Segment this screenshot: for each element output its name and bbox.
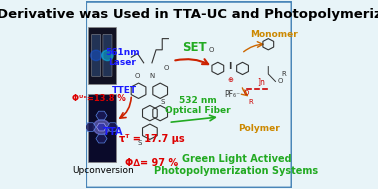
Text: O: O (135, 73, 140, 79)
Text: Φ∆= 97 %: Φ∆= 97 % (125, 158, 178, 168)
Text: N: N (149, 73, 155, 79)
Text: ⊕: ⊕ (227, 77, 233, 83)
Text: τᵀ = 17.7 μs: τᵀ = 17.7 μs (119, 134, 184, 144)
Text: O: O (209, 47, 214, 53)
Text: S: S (137, 140, 142, 146)
Text: S: S (160, 99, 164, 105)
Text: 561nm
Laser: 561nm Laser (105, 48, 139, 67)
Text: O: O (277, 78, 283, 84)
FancyBboxPatch shape (88, 27, 116, 84)
Circle shape (90, 50, 102, 61)
Text: TTET: TTET (112, 86, 137, 95)
Text: TTA: TTA (102, 127, 123, 137)
Circle shape (93, 120, 110, 135)
FancyBboxPatch shape (91, 34, 101, 76)
Text: PF₆⁻: PF₆⁻ (224, 90, 240, 99)
Text: Polymer: Polymer (238, 124, 280, 132)
Text: Green Light Actived
Photopolymerization Systems: Green Light Actived Photopolymerization … (154, 154, 318, 176)
Text: SET: SET (182, 41, 206, 54)
Text: O: O (244, 90, 249, 96)
FancyBboxPatch shape (103, 34, 112, 76)
Text: Monomer: Monomer (251, 30, 298, 40)
Text: R: R (282, 71, 287, 77)
Text: ]n: ]n (257, 77, 265, 86)
Text: BTXI Derivative was Used in TTA-UC and Photopolymerization: BTXI Derivative was Used in TTA-UC and P… (0, 8, 378, 21)
Text: I: I (228, 62, 232, 71)
Polygon shape (85, 123, 96, 131)
Polygon shape (107, 123, 118, 131)
Polygon shape (96, 123, 107, 131)
Polygon shape (96, 134, 107, 143)
Text: Upconversion: Upconversion (72, 166, 134, 175)
FancyBboxPatch shape (88, 94, 116, 162)
Polygon shape (96, 111, 107, 120)
Text: Φᵁᶜ=13.8 %: Φᵁᶜ=13.8 % (71, 94, 125, 103)
Text: O: O (164, 65, 169, 71)
Text: R: R (248, 99, 253, 105)
Circle shape (102, 50, 113, 61)
Text: 532 nm
Optical Fiber: 532 nm Optical Fiber (166, 96, 231, 115)
FancyBboxPatch shape (86, 2, 291, 188)
